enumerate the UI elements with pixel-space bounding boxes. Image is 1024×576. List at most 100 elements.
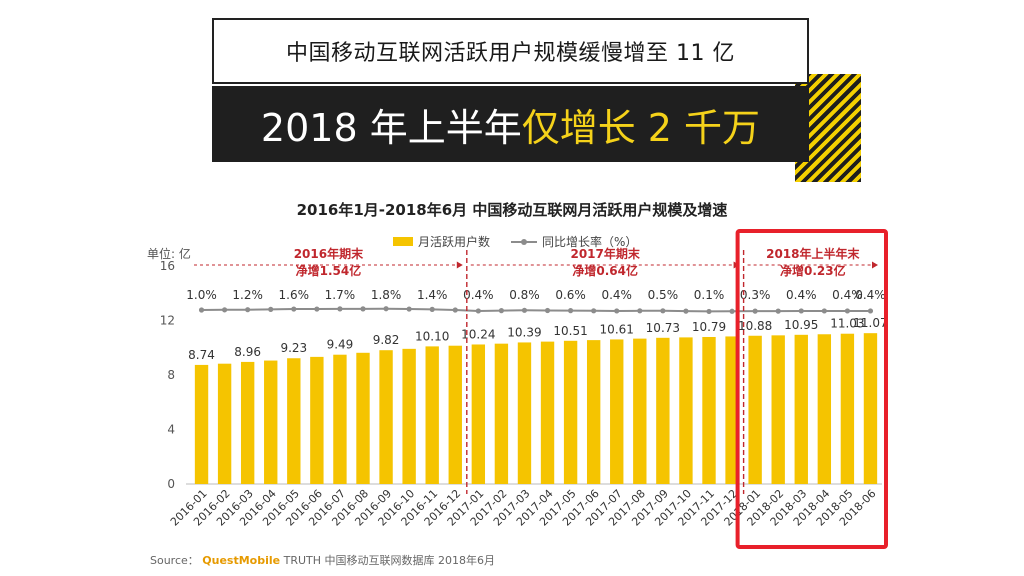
growth-rate-label: 0.1% bbox=[694, 288, 725, 302]
growth-rate-label: 0.3% bbox=[740, 288, 771, 302]
growth-rate-point bbox=[499, 308, 504, 313]
growth-rate-point bbox=[568, 308, 573, 313]
growth-rate-label: 0.8% bbox=[509, 288, 540, 302]
period-annotation-value: 净增0.64亿 bbox=[572, 263, 638, 278]
bar bbox=[818, 334, 831, 484]
growth-rate-point bbox=[706, 309, 711, 314]
y-tick-label: 16 bbox=[160, 259, 175, 273]
growth-rate-label: 0.4% bbox=[855, 288, 886, 302]
growth-rate-point bbox=[868, 308, 873, 313]
growth-rate-point bbox=[522, 308, 527, 313]
growth-rate-point bbox=[453, 307, 458, 312]
bar bbox=[772, 335, 785, 484]
growth-rate-label: 1.2% bbox=[232, 288, 263, 302]
growth-rate-point bbox=[222, 307, 227, 312]
bar-value-label: 10.39 bbox=[507, 325, 541, 339]
legend-line-marker bbox=[521, 239, 527, 245]
growth-rate-point bbox=[360, 306, 365, 311]
bar bbox=[748, 336, 761, 484]
growth-rate-label: 1.7% bbox=[325, 288, 356, 302]
bar-value-label: 8.74 bbox=[188, 348, 215, 362]
bar bbox=[495, 344, 508, 484]
bar-value-label: 9.82 bbox=[373, 333, 400, 347]
legend-bar-label: 月活跃用户数 bbox=[418, 234, 490, 249]
chart: 0481216单位: 亿月活跃用户数 同比增长率（%）8.74 8.96 9.23 9.… bbox=[0, 0, 1024, 576]
growth-rate-point bbox=[199, 307, 204, 312]
bar bbox=[426, 346, 439, 484]
bar bbox=[795, 335, 808, 484]
legend-bar-swatch bbox=[393, 237, 413, 246]
growth-rate-label: 1.8% bbox=[371, 288, 402, 302]
bar-value-label: 10.51 bbox=[553, 324, 587, 338]
bar bbox=[864, 333, 877, 484]
growth-rate-point bbox=[729, 309, 734, 314]
bar bbox=[241, 362, 254, 484]
period-annotation-title: 2016年期末 bbox=[294, 246, 364, 261]
bar bbox=[656, 338, 669, 484]
bar-value-label: 9.23 bbox=[280, 341, 307, 355]
bar bbox=[449, 346, 462, 484]
growth-rate-point bbox=[383, 306, 388, 311]
source-brand: QuestMobile bbox=[202, 554, 280, 567]
period-annotation-value: 净增1.54亿 bbox=[296, 263, 362, 278]
period-annotation-value: 净增0.23亿 bbox=[780, 263, 846, 278]
growth-rate-label: 1.6% bbox=[279, 288, 310, 302]
bar-value-label: 10.10 bbox=[415, 329, 449, 343]
growth-rate-point bbox=[822, 308, 827, 313]
growth-rate-point bbox=[407, 306, 412, 311]
bar bbox=[195, 365, 208, 484]
growth-rate-point bbox=[614, 308, 619, 313]
unit-label: 单位: 亿 bbox=[147, 246, 191, 261]
growth-rate-point bbox=[660, 308, 665, 313]
bar bbox=[841, 334, 854, 484]
bar bbox=[610, 339, 623, 484]
growth-rate-line bbox=[202, 309, 871, 312]
bar bbox=[356, 353, 369, 484]
growth-rate-point bbox=[314, 306, 319, 311]
bar bbox=[472, 344, 485, 484]
growth-rate-point bbox=[337, 306, 342, 311]
growth-rate-label: 0.6% bbox=[555, 288, 586, 302]
bar bbox=[287, 358, 300, 484]
period-annotation-title: 2017年期末 bbox=[570, 246, 640, 261]
bar-value-label: 10.61 bbox=[600, 322, 634, 336]
source-text: TRUTH 中国移动互联网数据库 2018年6月 bbox=[284, 554, 495, 567]
growth-rate-point bbox=[776, 309, 781, 314]
source-note: Source： QuestMobile TRUTH 中国移动互联网数据库 201… bbox=[150, 552, 495, 568]
period-arrow-head bbox=[872, 262, 878, 269]
period-annotation-title: 2018年上半年末 bbox=[766, 246, 860, 261]
growth-rate-point bbox=[268, 307, 273, 312]
growth-rate-point bbox=[476, 308, 481, 313]
bar bbox=[379, 350, 392, 484]
growth-rate-label: 0.4% bbox=[786, 288, 817, 302]
y-tick-label: 4 bbox=[167, 423, 175, 437]
growth-rate-point bbox=[430, 307, 435, 312]
bar bbox=[564, 341, 577, 484]
bar-value-label: 10.95 bbox=[784, 318, 818, 332]
bar bbox=[402, 349, 415, 484]
y-tick-label: 0 bbox=[167, 477, 175, 491]
bar bbox=[541, 342, 554, 484]
bar-value-label: 10.79 bbox=[692, 320, 726, 334]
growth-rate-point bbox=[545, 308, 550, 313]
growth-rate-point bbox=[683, 309, 688, 314]
bar bbox=[264, 361, 277, 484]
bar bbox=[218, 364, 231, 484]
bar bbox=[702, 337, 715, 484]
bar bbox=[587, 340, 600, 484]
y-tick-label: 8 bbox=[167, 368, 175, 382]
bar-value-label: 11.07 bbox=[853, 316, 887, 330]
bar-value-label: 9.49 bbox=[327, 338, 354, 352]
growth-rate-point bbox=[845, 308, 850, 313]
growth-rate-point bbox=[245, 307, 250, 312]
bar bbox=[518, 342, 531, 484]
growth-rate-label: 0.5% bbox=[648, 288, 679, 302]
growth-rate-point bbox=[637, 308, 642, 313]
bar bbox=[310, 357, 323, 484]
bar bbox=[633, 339, 646, 484]
period-arrow-head bbox=[457, 262, 463, 269]
bar-value-label: 8.96 bbox=[234, 345, 261, 359]
growth-rate-label: 1.4% bbox=[417, 288, 448, 302]
growth-rate-point bbox=[591, 308, 596, 313]
growth-rate-point bbox=[753, 309, 758, 314]
